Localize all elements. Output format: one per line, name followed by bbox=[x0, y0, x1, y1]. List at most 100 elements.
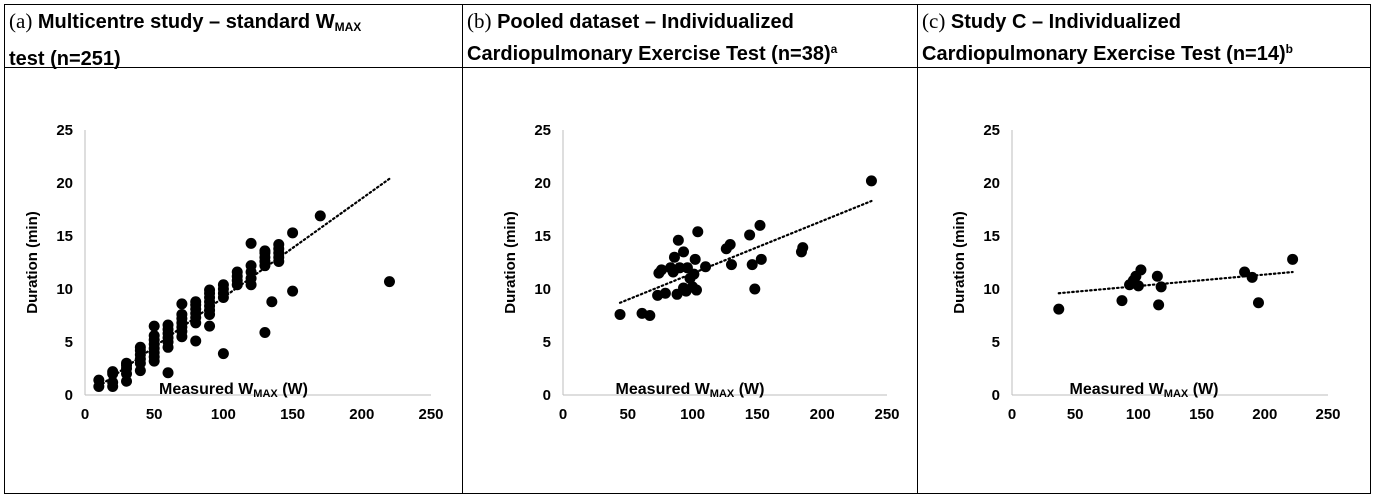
panel-a-data-point bbox=[266, 296, 278, 308]
panel-a-xlabel-main: Measured W bbox=[159, 381, 254, 398]
panel-b-data-point bbox=[644, 310, 656, 321]
panel-a-x-tick-label: 200 bbox=[349, 406, 374, 423]
panel-b-xlabel-unit: (W) bbox=[734, 381, 765, 398]
panel-b-y-axis-title: Duration (min) bbox=[502, 211, 519, 314]
panel-a-data-point bbox=[176, 308, 188, 320]
panel-c: (c) Study C – Individualized Cardiopulmo… bbox=[918, 5, 1370, 493]
panel-a-y-axis-title: Duration (min) bbox=[24, 211, 41, 314]
panel-c-letter: (c) bbox=[922, 9, 946, 33]
panel-c-data-point bbox=[1246, 271, 1258, 283]
panel-c-title-sup: b bbox=[1285, 42, 1293, 56]
panel-b-y-tick-label: 25 bbox=[534, 122, 551, 139]
panel-b-data-point bbox=[725, 259, 737, 271]
panel-c-y-tick-label: 5 bbox=[992, 334, 1000, 351]
panel-b-y-tick-label: 10 bbox=[534, 281, 551, 298]
panel-c-xlabel-sub: MAX bbox=[1163, 388, 1189, 400]
panel-a-data-point bbox=[190, 335, 202, 347]
panel-c-data-point bbox=[1287, 253, 1299, 265]
panel-a-title-line1: Multicentre study – standard W bbox=[37, 11, 335, 33]
panel-a-data-point bbox=[190, 296, 202, 308]
panel-b-data-point bbox=[797, 242, 809, 254]
panel-a-title-sub: MAX bbox=[334, 20, 362, 34]
panel-b-data-point bbox=[659, 287, 671, 299]
panel-b-data-point bbox=[668, 251, 680, 263]
panel-b-y-tick-label: 5 bbox=[543, 334, 551, 351]
panel-a-data-point bbox=[259, 245, 271, 257]
panel-c-x-tick-label: 200 bbox=[1252, 406, 1277, 423]
panel-b-x-axis-title: Measured WMAX (W) bbox=[463, 381, 917, 400]
panel-c-xlabel-unit: (W) bbox=[1188, 381, 1219, 398]
panel-a-x-tick-label: 50 bbox=[146, 406, 163, 423]
panel-a-title-line2: test (n=251) bbox=[9, 48, 121, 70]
panel-b-x-tick-label: 150 bbox=[745, 406, 770, 423]
panel-b-data-point bbox=[678, 246, 690, 258]
panel-a-data-point bbox=[204, 284, 216, 296]
panel-b-title-sup: a bbox=[830, 42, 838, 56]
panel-b-header: (b) Pooled dataset – Individualized Card… bbox=[463, 5, 917, 68]
panel-a-data-point bbox=[162, 319, 174, 331]
panel-b-data-point bbox=[674, 262, 686, 274]
panel-c-data-point bbox=[1252, 297, 1264, 309]
panel-c-x-tick-label: 100 bbox=[1126, 406, 1151, 423]
panel-a-y-tick-label: 25 bbox=[56, 122, 73, 139]
panel-b-x-tick-label: 200 bbox=[810, 406, 835, 423]
panel-c-title-line2: Cardiopulmonary Exercise Test (n=14) bbox=[922, 43, 1286, 65]
panel-b-data-point bbox=[754, 219, 766, 231]
panel-b-data-point bbox=[865, 175, 877, 187]
panel-a-data-point bbox=[273, 238, 285, 250]
panel-c-y-tick-label: 10 bbox=[983, 281, 1000, 298]
panel-c-x-tick-label: 250 bbox=[1315, 406, 1340, 423]
panel-a-data-point bbox=[231, 266, 243, 278]
panel-a-x-tick-label: 0 bbox=[81, 406, 89, 423]
panel-b-x-tick-label: 100 bbox=[680, 406, 705, 423]
panel-c-data-point bbox=[1116, 295, 1128, 307]
panel-a-x-tick-label: 100 bbox=[211, 406, 236, 423]
panel-a-y-tick-label: 5 bbox=[65, 334, 73, 351]
panel-c-trendline bbox=[1057, 270, 1294, 295]
panel-c-xlabel-main: Measured W bbox=[1069, 381, 1164, 398]
panel-b-title-line1: Pooled dataset – Individualized bbox=[497, 11, 794, 33]
panel-b-data-point bbox=[755, 253, 767, 265]
panel-c-y-tick-label: 20 bbox=[983, 175, 1000, 192]
panel-a-y-tick-label: 10 bbox=[56, 281, 73, 298]
panel-a-letter: (a) bbox=[9, 9, 33, 33]
panel-a-data-point bbox=[204, 320, 216, 332]
panel-a-data-point bbox=[287, 227, 299, 239]
panel-c-y-tick-label: 15 bbox=[983, 228, 1000, 245]
panel-a-data-point bbox=[314, 210, 326, 222]
panel-a-data-point bbox=[217, 279, 229, 291]
panel-a-y-tick-label: 20 bbox=[56, 175, 73, 192]
panel-b-data-point bbox=[690, 284, 702, 296]
panel-a-x-axis-title: Measured WMAX (W) bbox=[5, 381, 462, 400]
panel-a-data-point bbox=[259, 326, 271, 338]
panel-b-x-tick-label: 0 bbox=[559, 406, 567, 423]
panel-c-data-point bbox=[1151, 270, 1163, 282]
panel-c-data-point bbox=[1155, 281, 1167, 293]
panel-b-data-point bbox=[746, 259, 758, 271]
panel-a-data-point bbox=[93, 374, 105, 386]
panel-b-y-tick-label: 20 bbox=[534, 175, 551, 192]
panel-c-x-tick-label: 150 bbox=[1189, 406, 1214, 423]
panel-c-y-tick-label: 25 bbox=[983, 122, 1000, 139]
panel-b-data-point bbox=[614, 308, 626, 320]
panel-a-header: (a) Multicentre study – standard WMAX te… bbox=[5, 5, 462, 70]
figure-table: (a) Multicentre study – standard WMAX te… bbox=[4, 4, 1371, 494]
panel-b-trendline bbox=[618, 199, 873, 304]
panel-a-data-point bbox=[134, 341, 146, 353]
panel-a-data-point bbox=[245, 237, 257, 249]
panel-b-y-tick-label: 0 bbox=[543, 387, 551, 404]
panel-c-y-tick-label: 0 bbox=[992, 387, 1000, 404]
panel-b-x-tick-label: 50 bbox=[619, 406, 636, 423]
panel-a-data-point bbox=[217, 348, 229, 360]
panel-a-data-point bbox=[383, 276, 395, 288]
panel-c-data-point bbox=[1053, 303, 1065, 315]
panel-a-x-tick-label: 150 bbox=[280, 406, 305, 423]
panel-c-y-axis-title: Duration (min) bbox=[951, 211, 968, 314]
panel-a-xlabel-unit: (W) bbox=[277, 381, 308, 398]
panel-a-data-point bbox=[287, 285, 299, 297]
panel-a-xlabel-sub: MAX bbox=[253, 388, 278, 400]
panel-b-y-tick-label: 15 bbox=[534, 228, 551, 245]
panel-b: (b) Pooled dataset – Individualized Card… bbox=[463, 5, 918, 493]
panel-c-x-axis-title: Measured WMAX (W) bbox=[918, 381, 1370, 400]
